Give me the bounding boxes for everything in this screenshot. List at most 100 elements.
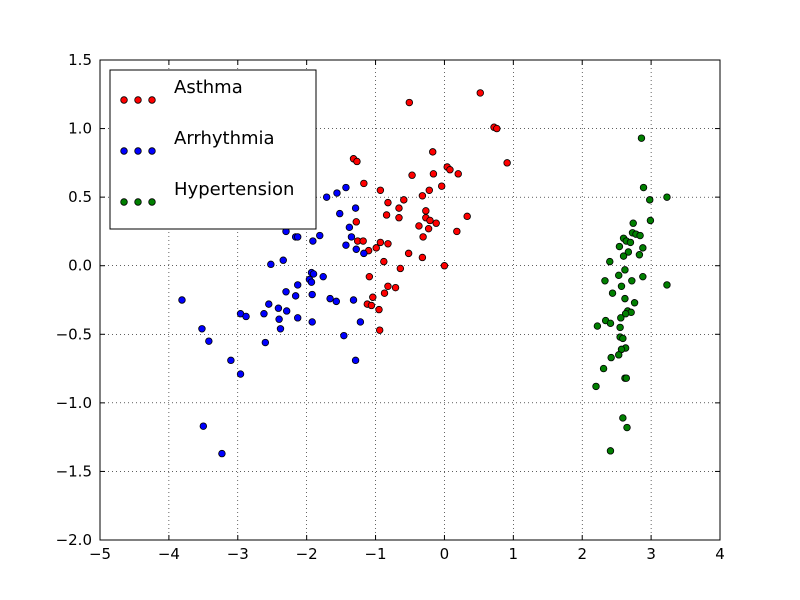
x-tick-label: −5 [89,545,111,563]
data-point [356,318,365,326]
data-point [205,337,213,345]
legend-marker [148,96,156,104]
data-point [322,193,331,201]
data-point [453,227,461,236]
data-point [617,282,626,290]
x-tick-label: 3 [646,545,656,563]
data-point [380,257,388,266]
data-point [621,294,629,303]
data-point [291,292,300,300]
data-point [279,256,287,264]
legend-marker [134,96,142,104]
data-point [342,183,350,192]
legend-label: Hypertension [174,179,294,200]
data-point [282,307,291,315]
data-point [395,214,403,222]
data-point [619,414,627,422]
data-point [622,374,631,382]
y-tick-label: −0.5 [56,325,92,343]
data-point [326,294,334,303]
legend: Asthma Arrhythmia Hypertension [109,69,317,230]
data-point [635,251,644,259]
data-point [367,301,376,310]
legend-label: Asthma [174,77,243,98]
data-point [606,319,615,328]
data-point [425,186,433,194]
data-point [437,182,446,190]
data-point [404,249,413,258]
series-asthma [349,89,511,334]
data-point [630,299,639,307]
data-point [382,211,391,219]
x-tick-label: 2 [577,545,587,563]
data-point [384,240,392,248]
data-point [384,198,392,207]
legend-label: Arrhythmia [174,128,275,149]
data-point [267,260,275,269]
data-point [307,278,316,286]
legend-marker [120,147,128,155]
data-point [663,281,671,289]
data-point [432,219,440,227]
data-point [178,296,186,304]
data-point [400,196,408,204]
data-point [375,305,383,314]
plot-frame [99,59,721,541]
y-tick-label: 1.0 [68,120,92,138]
x-tick-label: −2 [296,545,318,563]
data-point [395,204,403,212]
data-point [608,289,617,297]
data-point [503,159,511,167]
data-point [360,249,368,258]
data-point [308,290,316,299]
data-point [601,277,609,285]
series-hypertension [592,134,671,455]
data-point [628,277,636,285]
data-point [440,262,449,270]
data-point [617,314,625,322]
data-point [626,238,635,247]
data-point [429,170,438,178]
legend-box [109,69,317,230]
y-tick-label: 1.5 [68,51,92,69]
y-tick-label: −1.0 [56,394,92,412]
legend-marker [148,147,156,155]
data-point [309,270,318,278]
data-point [454,170,462,178]
data-point [592,382,600,391]
data-point [294,233,302,241]
data-point [294,281,302,289]
data-point [639,272,647,281]
data-point [636,231,644,240]
data-point [359,237,367,245]
data-point [384,282,392,290]
data-point [351,356,360,365]
y-tick-label: −1.5 [56,462,92,480]
data-point [621,266,629,274]
data-point [419,233,427,241]
data-point [275,315,283,323]
data-point [345,223,354,232]
data-point [218,449,226,458]
data-point [418,192,427,200]
data-point [276,325,285,333]
data-point [261,338,270,347]
x-tick-label: 0 [440,545,450,563]
data-point [646,216,655,225]
data-point [352,245,360,253]
data-point [493,124,501,133]
y-tick-label: 0.0 [68,257,92,275]
legend-marker [120,198,128,206]
data-point [365,272,374,281]
data-point [446,166,454,174]
data-point [340,331,348,340]
legend-marker [134,147,142,155]
data-point [624,248,633,256]
x-tick-label: 1 [509,545,519,563]
data-point [476,89,484,97]
points-layer [178,89,671,458]
data-point [599,364,608,373]
data-point [615,271,623,280]
